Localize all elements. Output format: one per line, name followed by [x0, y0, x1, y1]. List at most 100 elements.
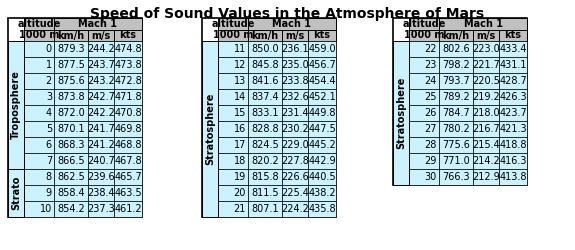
Bar	[218, 169, 248, 185]
Text: 20: 20	[233, 188, 246, 198]
Text: 244.2: 244.2	[87, 44, 115, 54]
Bar	[8, 169, 24, 217]
Text: 239.6: 239.6	[87, 172, 115, 182]
Bar	[439, 137, 473, 153]
Bar	[218, 41, 248, 57]
Text: 440.5: 440.5	[308, 172, 336, 182]
Bar	[218, 18, 248, 30]
Text: 9: 9	[46, 188, 52, 198]
Bar	[308, 73, 336, 89]
Bar	[88, 153, 114, 169]
Bar	[473, 137, 499, 153]
Bar	[308, 185, 336, 201]
Text: 771.0: 771.0	[442, 156, 470, 166]
Text: 428.7: 428.7	[499, 76, 527, 86]
Bar	[88, 201, 114, 217]
Text: 218.0: 218.0	[472, 108, 500, 118]
Text: 229.0: 229.0	[281, 140, 309, 150]
Bar	[393, 18, 527, 185]
Bar	[499, 121, 527, 137]
Text: 421.3: 421.3	[499, 124, 527, 134]
Bar	[24, 185, 54, 201]
Text: 872.0: 872.0	[57, 108, 85, 118]
Bar	[54, 121, 88, 137]
Text: 3: 3	[46, 92, 52, 102]
Bar	[114, 185, 142, 201]
Text: 815.8: 815.8	[251, 172, 279, 182]
Bar	[24, 105, 54, 121]
Text: 431.1: 431.1	[499, 60, 527, 70]
Bar	[439, 41, 473, 57]
Text: 26: 26	[424, 108, 437, 118]
Bar	[218, 121, 248, 137]
Text: 418.8: 418.8	[499, 140, 527, 150]
Text: Strato: Strato	[11, 176, 21, 210]
Text: 802.6: 802.6	[442, 44, 470, 54]
Bar	[308, 201, 336, 217]
Bar	[54, 89, 88, 105]
Bar	[439, 30, 473, 41]
Bar	[499, 41, 527, 57]
Bar	[282, 73, 308, 89]
Bar	[499, 153, 527, 169]
Bar	[308, 153, 336, 169]
Bar	[282, 169, 308, 185]
Text: Stratosphere: Stratosphere	[396, 77, 406, 149]
Text: 473.8: 473.8	[114, 60, 142, 70]
Text: 868.3: 868.3	[58, 140, 85, 150]
Bar	[54, 153, 88, 169]
Text: 470.8: 470.8	[114, 108, 142, 118]
Text: 454.4: 454.4	[308, 76, 336, 86]
Text: 798.2: 798.2	[442, 60, 470, 70]
Text: 870.1: 870.1	[57, 124, 85, 134]
Bar	[248, 105, 282, 121]
Text: 858.4: 858.4	[57, 188, 85, 198]
Bar	[114, 89, 142, 105]
Text: 243.2: 243.2	[87, 76, 115, 86]
Text: 416.3: 416.3	[499, 156, 527, 166]
Text: m/s: m/s	[476, 30, 496, 40]
Text: 1000 m: 1000 m	[213, 30, 253, 40]
Bar	[54, 185, 88, 201]
Bar	[114, 30, 142, 41]
Text: 467.8: 467.8	[114, 156, 142, 166]
Bar	[308, 89, 336, 105]
Bar	[24, 41, 54, 57]
Bar	[409, 57, 439, 73]
Bar	[24, 153, 54, 169]
Bar	[409, 169, 439, 185]
Text: kts: kts	[120, 30, 136, 40]
Bar	[308, 30, 336, 41]
Bar	[409, 18, 439, 30]
Text: 1: 1	[46, 60, 52, 70]
Bar	[88, 105, 114, 121]
Text: 793.7: 793.7	[442, 76, 470, 86]
Text: 866.5: 866.5	[57, 156, 85, 166]
Bar	[114, 137, 142, 153]
Bar	[54, 169, 88, 185]
Bar	[54, 30, 88, 41]
Bar	[439, 121, 473, 137]
Bar	[202, 41, 218, 217]
Bar	[473, 73, 499, 89]
Text: 8: 8	[46, 172, 52, 182]
Text: 862.5: 862.5	[57, 172, 85, 182]
Bar	[218, 30, 248, 41]
Bar	[308, 105, 336, 121]
Text: Mach 1: Mach 1	[273, 19, 312, 29]
Bar	[218, 105, 248, 121]
Text: 21: 21	[233, 204, 246, 214]
Text: 2: 2	[46, 76, 52, 86]
Text: 4: 4	[46, 108, 52, 118]
Text: 30: 30	[425, 172, 437, 182]
Bar	[218, 57, 248, 73]
Text: 465.7: 465.7	[114, 172, 142, 182]
Text: 6: 6	[46, 140, 52, 150]
Bar	[499, 73, 527, 89]
Bar	[54, 57, 88, 73]
Bar	[88, 89, 114, 105]
Text: 243.7: 243.7	[87, 60, 115, 70]
Bar	[114, 73, 142, 89]
Text: 452.1: 452.1	[308, 92, 336, 102]
Text: 18: 18	[234, 156, 246, 166]
